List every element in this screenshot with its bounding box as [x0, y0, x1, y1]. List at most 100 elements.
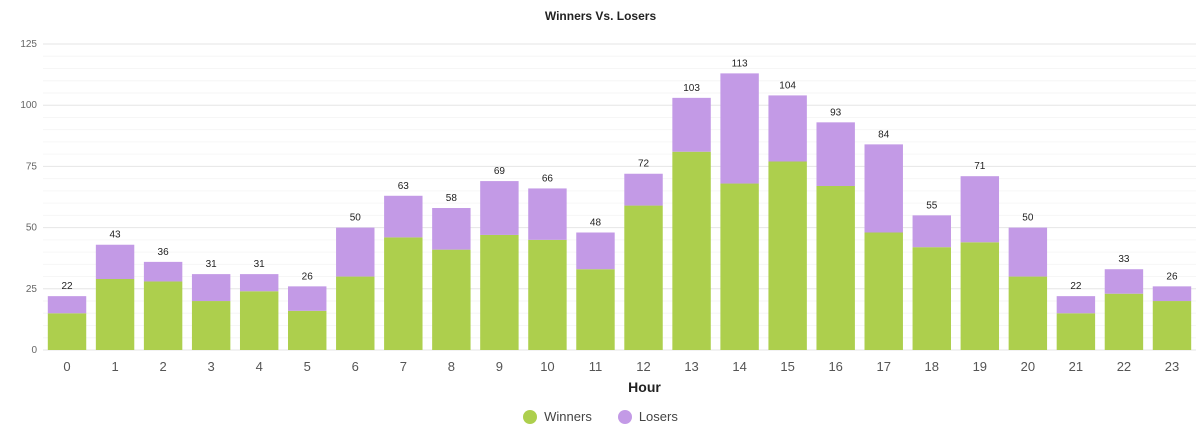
bar-winners-4 — [239, 291, 279, 350]
bar-losers-10 — [528, 188, 567, 240]
bar-winners-11 — [576, 269, 615, 350]
x-tick-label: 22 — [1117, 359, 1131, 374]
bar-losers-15 — [768, 95, 807, 162]
bar-winners-15 — [768, 161, 807, 350]
bar-winners-9 — [480, 234, 519, 350]
bar-winners-8 — [432, 249, 471, 350]
bar-winners-6 — [336, 276, 375, 350]
bar-losers-9 — [480, 181, 519, 235]
bar-winners-2 — [143, 281, 183, 350]
bar-winners-16 — [816, 185, 855, 350]
x-tick-label: 9 — [496, 359, 503, 374]
legend: Winners Losers — [0, 409, 1201, 424]
bar-winners-7 — [384, 237, 423, 350]
data-label-total-15: 104 — [779, 80, 796, 91]
bar-winners-0 — [47, 313, 87, 350]
x-tick-label: 12 — [636, 359, 650, 374]
bar-losers-22 — [1104, 269, 1144, 294]
stacked-bar-chart: 0255075100125220431362313314265506637588… — [20, 39, 1196, 395]
x-tick-label: 2 — [159, 359, 166, 374]
data-label-total-9: 69 — [494, 166, 506, 177]
legend-item-winners[interactable]: Winners — [523, 409, 592, 424]
data-label-total-11: 48 — [590, 217, 602, 228]
bar-losers-19 — [960, 176, 1000, 243]
data-label-total-20: 50 — [1022, 213, 1034, 224]
bar-winners-21 — [1056, 313, 1096, 350]
data-label-total-7: 63 — [398, 181, 410, 192]
data-label-total-17: 84 — [878, 129, 890, 140]
y-tick-label: 0 — [31, 345, 37, 356]
x-tick-label: 11 — [589, 359, 603, 374]
x-tick-label: 8 — [448, 359, 455, 374]
data-label-total-0: 22 — [61, 281, 73, 292]
data-label-total-6: 50 — [350, 213, 362, 224]
data-label-total-19: 71 — [974, 161, 986, 172]
data-label-total-5: 26 — [302, 271, 314, 282]
y-tick-label: 25 — [26, 284, 38, 295]
bar-winners-5 — [288, 310, 327, 350]
chart-title: Winners Vs. Losers — [544, 9, 657, 23]
x-tick-label: 5 — [304, 359, 311, 374]
bar-losers-11 — [576, 232, 615, 270]
x-tick-label: 10 — [540, 359, 554, 374]
x-tick-label: 16 — [828, 359, 842, 374]
data-label-total-13: 103 — [683, 83, 700, 94]
bar-winners-14 — [720, 183, 759, 350]
bar-winners-1 — [95, 279, 135, 350]
bar-losers-2 — [143, 261, 183, 282]
data-label-total-4: 31 — [254, 259, 266, 270]
data-label-total-10: 66 — [542, 173, 554, 184]
bar-losers-18 — [912, 215, 951, 248]
data-label-total-3: 31 — [206, 259, 218, 270]
bar-losers-1 — [95, 244, 135, 280]
legend-marker-losers — [617, 409, 632, 424]
bar-winners-13 — [672, 151, 711, 350]
bar-winners-17 — [864, 232, 903, 350]
data-label-total-2: 36 — [158, 247, 170, 258]
data-label-total-8: 58 — [446, 193, 458, 204]
y-tick-label: 75 — [26, 161, 38, 172]
bar-winners-18 — [912, 247, 951, 350]
legend-item-losers[interactable]: Losers — [617, 409, 678, 424]
bar-winners-19 — [960, 242, 1000, 350]
bar-losers-23 — [1152, 286, 1192, 302]
bar-losers-7 — [384, 195, 423, 238]
data-label-total-12: 72 — [638, 159, 650, 170]
y-tick-label: 125 — [20, 39, 37, 50]
x-tick-label: 14 — [732, 359, 746, 374]
bar-winners-22 — [1104, 293, 1144, 350]
bar-losers-13 — [672, 97, 711, 152]
data-label-total-18: 55 — [926, 200, 938, 211]
bar-winners-10 — [528, 239, 567, 350]
bar-losers-4 — [239, 274, 279, 292]
bar-losers-17 — [864, 144, 903, 233]
legend-label-winners: Winners — [544, 409, 592, 424]
bar-losers-6 — [336, 227, 375, 277]
x-tick-label: 7 — [400, 359, 407, 374]
bar-winners-23 — [1152, 301, 1192, 350]
legend-marker-winners — [523, 409, 538, 424]
bar-losers-16 — [816, 122, 855, 186]
x-tick-label: 15 — [780, 359, 794, 374]
data-label-total-21: 22 — [1070, 281, 1082, 292]
x-tick-label: 3 — [208, 359, 215, 374]
bar-losers-0 — [47, 296, 87, 314]
bar-losers-20 — [1008, 227, 1048, 277]
bar-losers-12 — [624, 173, 663, 206]
bar-winners-12 — [624, 205, 663, 350]
bar-losers-14 — [720, 73, 759, 184]
bar-losers-8 — [432, 208, 471, 250]
x-tick-label: 13 — [684, 359, 698, 374]
x-tick-label: 23 — [1165, 359, 1179, 374]
x-tick-label: 4 — [256, 359, 263, 374]
x-tick-label: 17 — [876, 359, 890, 374]
data-label-total-16: 93 — [830, 107, 842, 118]
data-label-total-1: 43 — [110, 230, 122, 241]
x-tick-label: 6 — [352, 359, 359, 374]
y-tick-label: 50 — [26, 223, 38, 234]
y-tick-label: 100 — [20, 100, 37, 111]
bar-losers-3 — [191, 274, 231, 302]
data-label-total-14: 113 — [732, 58, 748, 69]
legend-label-losers: Losers — [638, 409, 678, 424]
